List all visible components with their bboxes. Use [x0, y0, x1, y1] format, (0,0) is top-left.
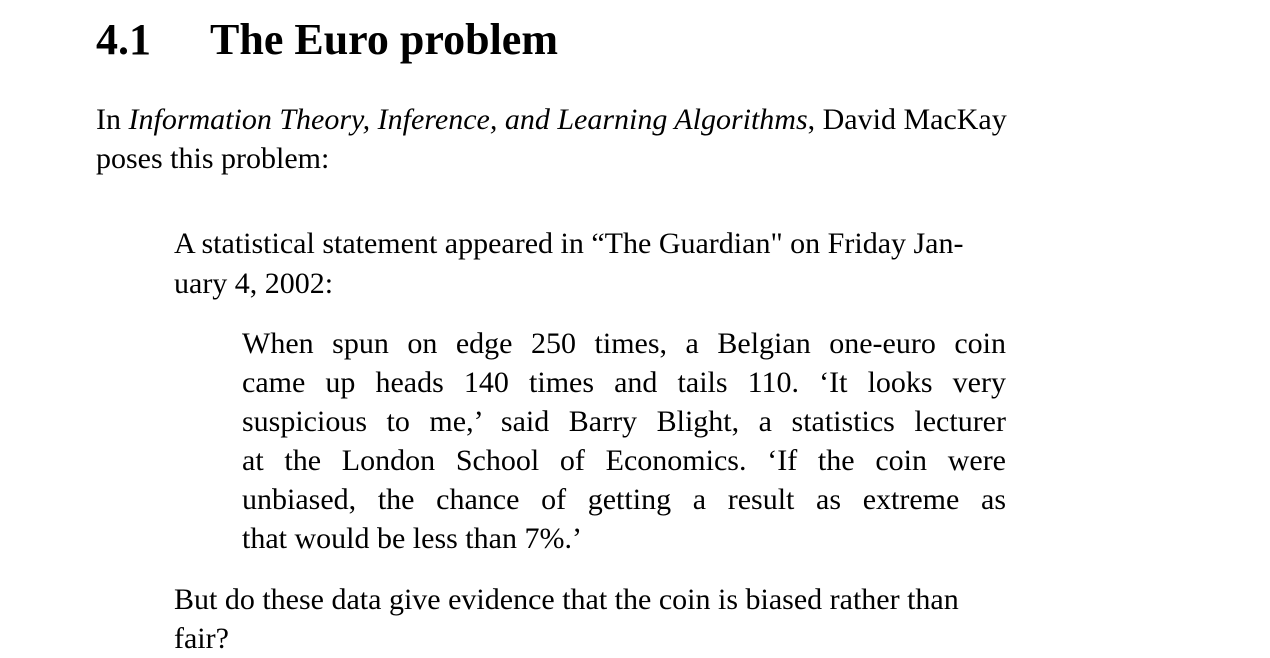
closing-line: But do these data give evidence that the… [174, 583, 959, 616]
book-title: Information Theory, Inference, and Learn… [128, 103, 808, 136]
inner-quote-line: came up heads 140 times and tails 110. ‘… [242, 366, 1006, 399]
intro-prefix: In [96, 103, 129, 136]
intro-suffix: , David MacKay [807, 103, 1007, 136]
inner-quote: When spun on edge 250 times, a Belgian o… [242, 324, 1006, 558]
section-number: 4.1 [96, 15, 151, 64]
outer-quote: A statistical statement appeared in “The… [174, 224, 1084, 304]
section-heading: 4.1 The Euro problem [96, 12, 558, 68]
outer-quote-line: A statistical statement appeared in “The… [174, 227, 964, 260]
intro-paragraph: In Information Theory, Inference, and Le… [96, 100, 1166, 178]
intro-line-2: poses this problem: [96, 142, 330, 175]
inner-quote-line: suspicious to me,’ said Barry Blight, a … [242, 405, 1006, 438]
inner-quote-line: unbiased, the chance of getting a result… [242, 483, 1006, 516]
closing-paragraph: But do these data give evidence that the… [174, 580, 1084, 658]
closing-line: fair? [174, 622, 229, 655]
section-title: The Euro problem [210, 15, 558, 64]
inner-quote-line: When spun on edge 250 times, a Belgian o… [242, 327, 1006, 360]
outer-quote-line: uary 4, 2002: [174, 267, 334, 300]
inner-quote-line: at the London School of Economics. ‘If t… [242, 444, 1006, 477]
inner-quote-line: that would be less than 7%.’ [242, 522, 582, 555]
